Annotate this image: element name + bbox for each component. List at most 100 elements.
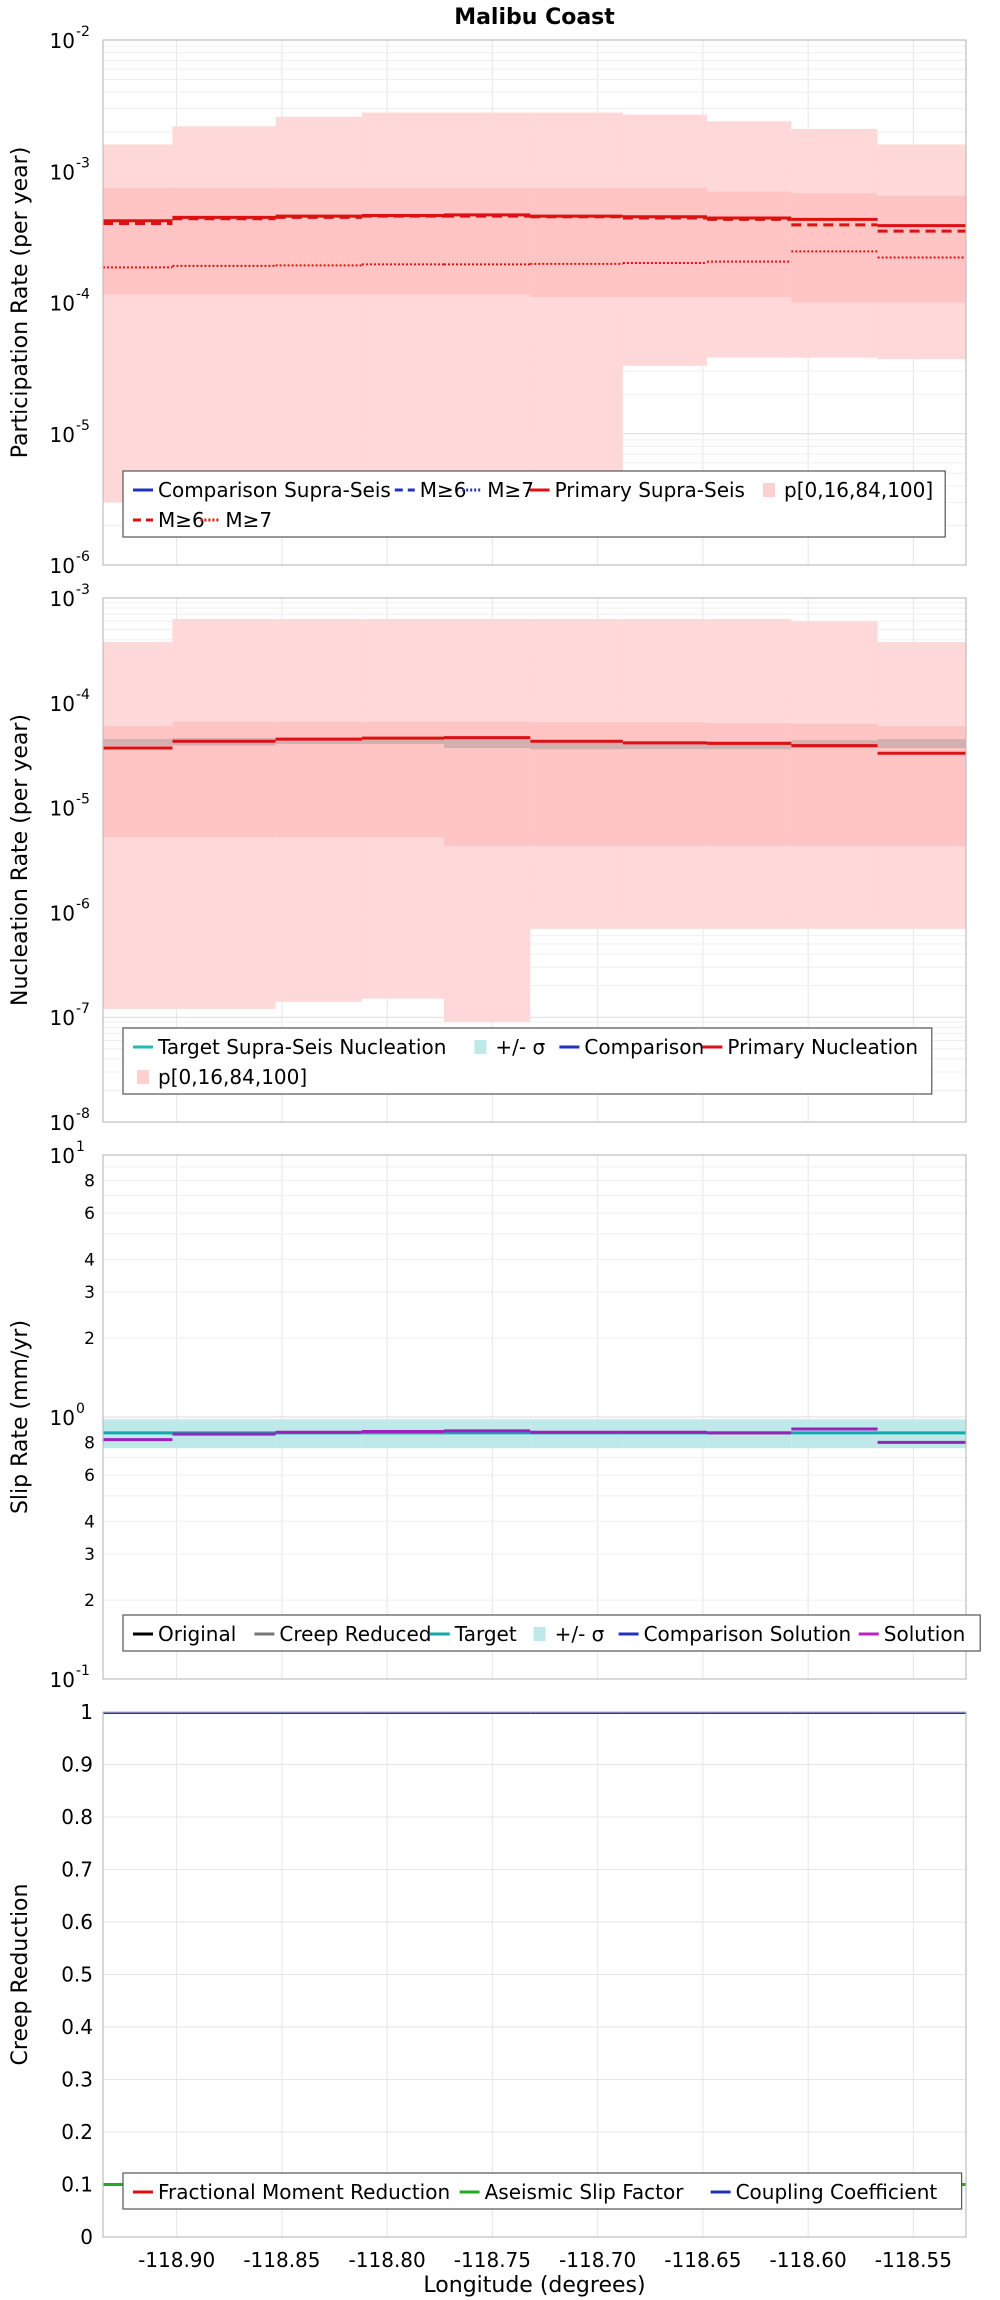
- legend-label: M≥6: [158, 508, 205, 532]
- band-segment: [443, 112, 531, 486]
- y-tick-label: 10: [50, 1406, 75, 1430]
- band-segment: [622, 722, 708, 847]
- legend-swatch: [763, 483, 775, 497]
- y-tick-exponent: -8: [76, 1106, 90, 1122]
- legend-box: [122, 1027, 933, 1095]
- band-segment: [275, 116, 362, 503]
- legend-label: Target: [454, 1622, 517, 1646]
- y-tick-label: 10: [50, 554, 75, 578]
- panel-creep: 0 0.1 0.2 0.3 0.4 0.5 0.6 0.7 0.8 0.9 1 Creep Reduc…: [8, 1700, 967, 2249]
- plot-frame: [102, 1711, 967, 2238]
- x-tick-label: -118.80: [349, 2248, 426, 2272]
- y-axis-label: Creep Reduction: [8, 1884, 33, 2066]
- y-axis-label: Slip Rate (mm/yr): [8, 1320, 33, 1514]
- legend: Original Creep Reduced Target +/- σ Comparis…: [122, 1614, 981, 1652]
- y-minor-tick-label: 3: [84, 1545, 95, 1565]
- y-tick-label: 0.5: [61, 1963, 93, 1987]
- y-tick-exponent: -5: [76, 792, 90, 808]
- y-tick-label: 0.2: [61, 2120, 93, 2144]
- band-segment: [622, 741, 708, 750]
- legend-label: p[0,16,84,100]: [158, 1065, 307, 1089]
- band-1: [103, 187, 966, 303]
- y-tick-label: 10: [50, 587, 75, 611]
- legend-swatch: [533, 1627, 546, 1641]
- x-tick-label: -118.85: [243, 2248, 320, 2272]
- y-tick-exponent: 0: [76, 1401, 85, 1417]
- y-tick-label: 10: [50, 901, 75, 925]
- legend-label: Aseismic Slip Factor: [485, 2180, 685, 2204]
- legend-label: M≥7: [225, 508, 272, 532]
- y-tick-exponent: -3: [76, 582, 90, 598]
- y-tick-exponent: -7: [76, 1001, 90, 1017]
- band-segment: [443, 739, 531, 749]
- y-tick-label: 10: [50, 1668, 75, 1692]
- y-tick-label: 10: [50, 1144, 75, 1168]
- legend-label: Coupling Coefficient: [736, 2180, 938, 2204]
- y-tick-label: 10: [50, 292, 75, 316]
- series-solution: [103, 1427, 966, 1444]
- y-tick-label: 1: [80, 1700, 93, 1724]
- y-tick-label: 10: [50, 1006, 75, 1030]
- legend: Fractional Moment Reduction Aseismic Slip…: [122, 2172, 963, 2210]
- legend-label: Comparison: [584, 1035, 704, 1059]
- band-segment: [707, 741, 792, 750]
- legend-label: Primary Nucleation: [727, 1035, 918, 1059]
- band-segment: [172, 187, 276, 295]
- band-segment: [877, 739, 966, 749]
- band-segment: [361, 187, 444, 295]
- y-tick-label: 0.7: [61, 1858, 93, 1882]
- legend-swatch: [474, 1040, 487, 1054]
- y-minor-tick-label: 8: [84, 1171, 95, 1191]
- x-tick-label: -118.65: [664, 2248, 741, 2272]
- y-tick-labels: 0 0.1 0.2 0.3 0.4 0.5 0.6 0.7 0.8 0.9 1: [61, 1700, 93, 2249]
- band-segment: [103, 187, 173, 295]
- legend-label: Comparison Solution: [644, 1622, 852, 1646]
- y-tick-label: 0.4: [61, 2015, 93, 2039]
- y-minor-tick-label: 2: [84, 1329, 95, 1349]
- y-tick-exponent: -4: [76, 287, 90, 303]
- y-tick-exponent: -3: [76, 155, 90, 171]
- y-tick-label: 10: [50, 423, 75, 447]
- legend-box: [122, 1614, 981, 1652]
- y-minor-tick-label: 2: [84, 1591, 95, 1611]
- x-tick-label: -118.55: [875, 2248, 952, 2272]
- legend: Comparison Supra-Seis M≥6 M≥7 Primary Supra…: [122, 470, 946, 538]
- band-segment: [877, 195, 966, 303]
- x-tick-label: -118.75: [454, 2248, 531, 2272]
- y-minor-tick-label: 3: [84, 1283, 95, 1303]
- legend-label: Original: [158, 1622, 236, 1646]
- x-tick-label: -118.70: [559, 2248, 636, 2272]
- legend-swatch: [137, 1070, 149, 1084]
- legend-label: +/- σ: [555, 1622, 605, 1646]
- y-tick-label: 0.3: [61, 2068, 93, 2092]
- x-tick-labels: -118.90 -118.85 -118.80 -118.75 -118.70 -118.…: [138, 2248, 952, 2272]
- y-tick-label: 0: [80, 2225, 93, 2249]
- x-axis-label: Longitude (degrees): [423, 2273, 645, 2298]
- band-segment: [172, 126, 276, 503]
- band-segment: [791, 193, 878, 303]
- y-tick-exponent: -2: [76, 24, 90, 40]
- y-minor-tick-label: 6: [84, 1204, 95, 1224]
- legend-label: Solution: [884, 1622, 965, 1646]
- legend-label: +/- σ: [495, 1035, 545, 1059]
- chart-title: Malibu Coast: [454, 5, 615, 30]
- legend-box: [122, 470, 946, 538]
- gridlines: [103, 1155, 966, 1680]
- y-tick-label: 10: [50, 29, 75, 53]
- y-tick-exponent: -6: [76, 896, 90, 912]
- plot-frame: [102, 39, 967, 566]
- x-tick-label: -118.60: [770, 2248, 847, 2272]
- y-tick-labels: 10-610-510-410-310-2: [50, 24, 91, 578]
- band-segment: [530, 187, 623, 298]
- y-tick-label: 0.8: [61, 1805, 93, 1829]
- band-segment: [530, 112, 623, 499]
- y-tick-label: 10: [50, 1111, 75, 1135]
- y-tick-labels: 10-810-710-610-510-410-3: [50, 582, 91, 1135]
- y-tick-exponent: -4: [76, 687, 90, 703]
- y-tick-label: 0.6: [61, 1910, 93, 1934]
- y-tick-label: 10: [50, 692, 75, 716]
